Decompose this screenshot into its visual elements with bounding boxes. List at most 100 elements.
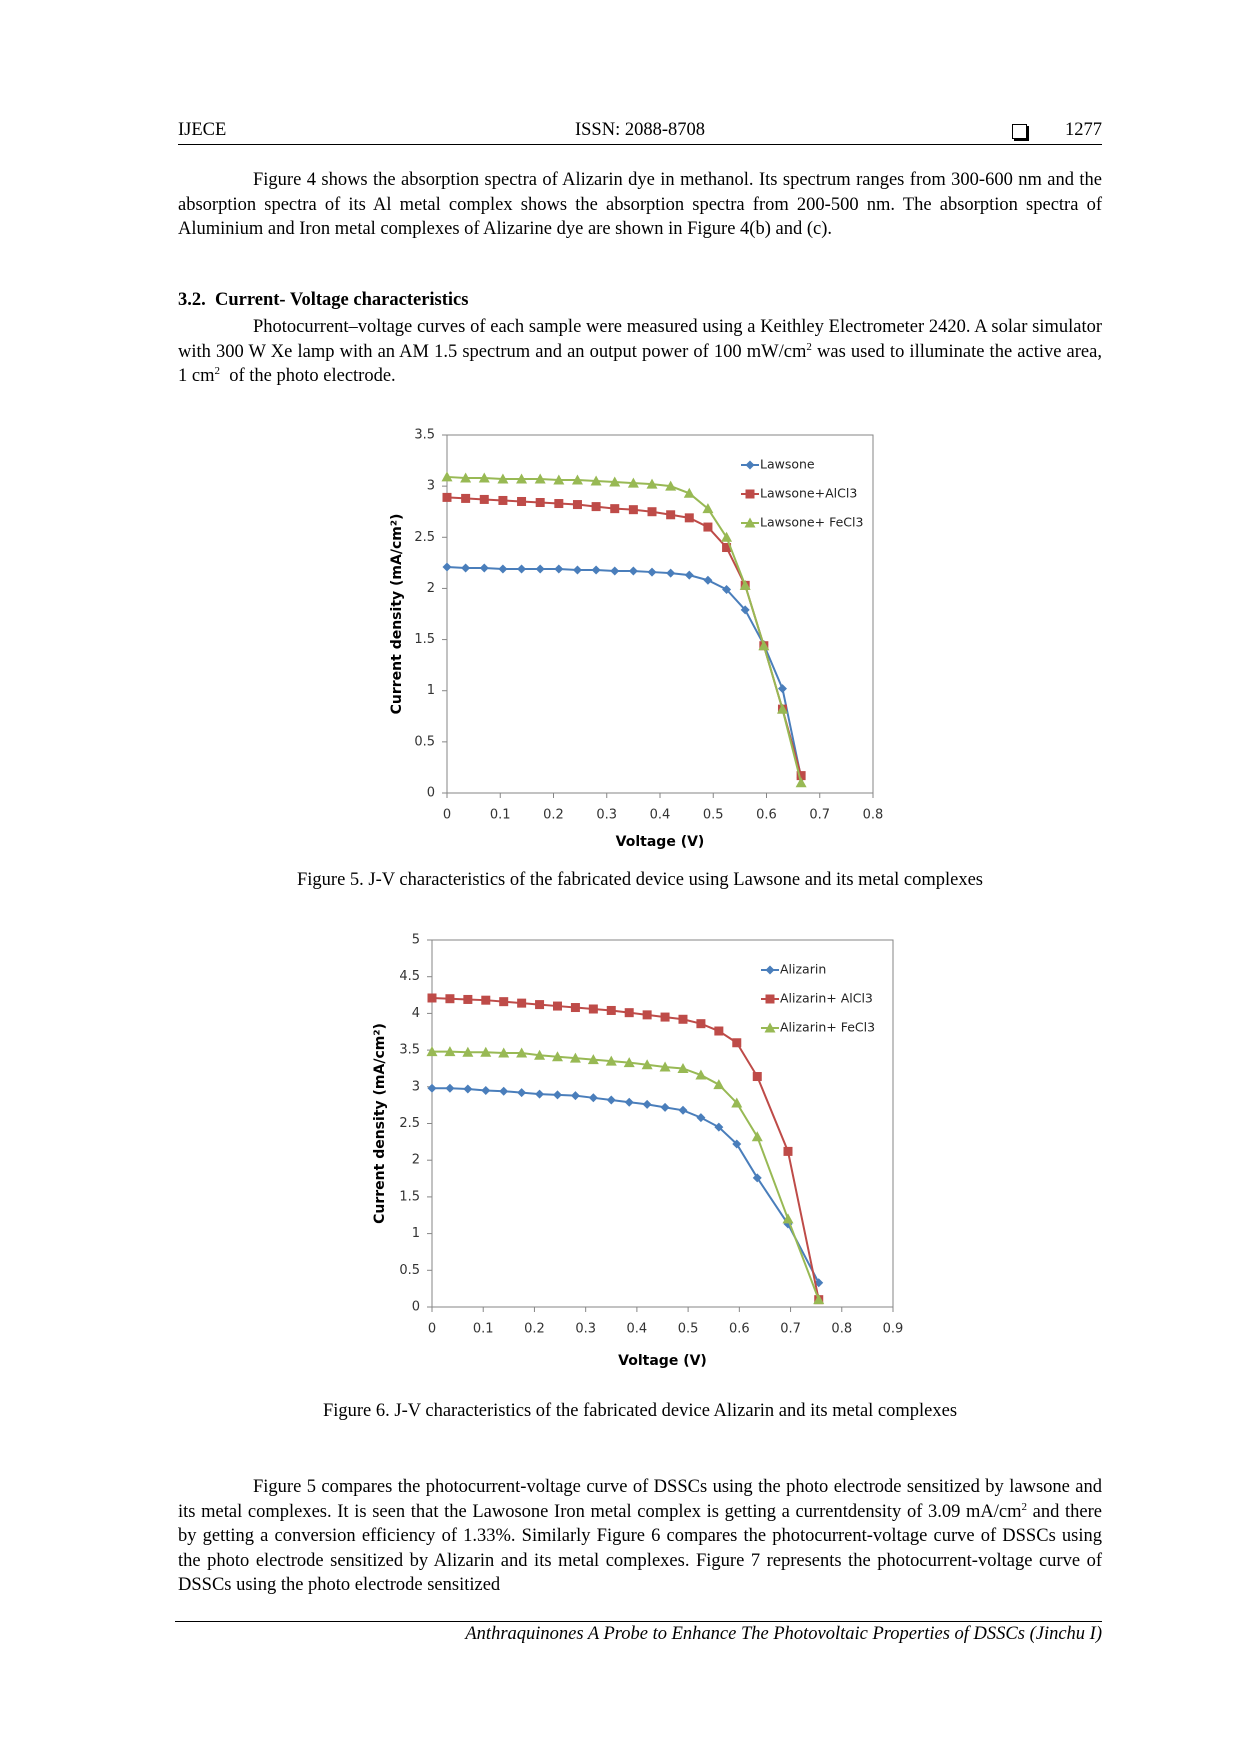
- marker: [590, 475, 602, 486]
- marker: [535, 564, 545, 574]
- marker: [795, 777, 807, 788]
- marker: [479, 494, 489, 504]
- marker: [813, 1294, 825, 1305]
- marker: [444, 1046, 456, 1057]
- marker: [628, 566, 638, 576]
- legend-label: Alizarin+ FeCl3: [780, 1020, 875, 1035]
- x-tick-label: 0.3: [575, 1322, 596, 1337]
- marker: [721, 531, 733, 542]
- marker: [445, 1083, 455, 1093]
- x-tick-label: 0.6: [729, 1322, 750, 1337]
- marker: [722, 584, 732, 594]
- marker: [714, 1122, 724, 1132]
- y-tick-label: 3: [427, 479, 435, 494]
- marker: [783, 1146, 793, 1156]
- marker: [461, 493, 471, 503]
- marker: [571, 474, 583, 485]
- y-tick-label: 3: [412, 1079, 420, 1094]
- marker: [481, 995, 491, 1005]
- footer: Anthraquinones A Probe to Enhance The Ph…: [465, 1624, 1102, 1644]
- header-journal: IJECE: [178, 120, 227, 140]
- footer-rule: [175, 1621, 1102, 1622]
- y-tick-label: 1.5: [414, 632, 435, 647]
- legend-marker: [764, 1022, 776, 1033]
- y-tick-label: 2.5: [414, 530, 435, 545]
- x-axis-label: Voltage (V): [616, 834, 705, 850]
- text-run: Photocurrent–voltage curves of each samp…: [178, 317, 1107, 362]
- marker: [442, 492, 452, 502]
- marker: [703, 575, 713, 585]
- marker: [445, 994, 455, 1004]
- marker: [478, 472, 490, 483]
- marker: [588, 1004, 598, 1014]
- marker: [591, 565, 601, 575]
- text-run: of the photo electrode.: [219, 366, 396, 386]
- marker: [498, 564, 508, 574]
- legend-label: Alizarin: [780, 962, 826, 977]
- marker: [740, 605, 750, 615]
- y-tick-label: 1.5: [399, 1189, 420, 1204]
- marker: [460, 472, 472, 483]
- x-tick-label: 0.3: [596, 808, 617, 823]
- x-tick-label: 0.2: [524, 1322, 545, 1337]
- legend-marker: [745, 460, 755, 470]
- marker: [480, 1046, 492, 1057]
- x-tick-label: 0: [443, 808, 451, 823]
- marker: [777, 684, 787, 694]
- text-run: and there by getting a conversion effici…: [178, 1501, 1107, 1596]
- marker: [554, 499, 564, 509]
- marker: [758, 640, 770, 651]
- y-tick-label: 0.5: [399, 1263, 420, 1278]
- header-box-icon: [1012, 124, 1027, 139]
- legend-label: Lawsone: [760, 457, 815, 472]
- marker: [535, 498, 545, 508]
- marker: [463, 994, 473, 1004]
- marker: [796, 771, 806, 781]
- marker: [551, 1051, 563, 1062]
- marker: [666, 568, 676, 578]
- marker: [703, 522, 713, 532]
- marker: [606, 1005, 616, 1015]
- marker: [552, 1001, 562, 1011]
- marker: [570, 1091, 580, 1101]
- marker: [684, 513, 694, 523]
- x-axis-label: Voltage (V): [618, 1353, 707, 1369]
- y-tick-label: 1: [427, 683, 435, 698]
- legend-marker: [744, 517, 756, 528]
- marker: [427, 993, 437, 1003]
- marker: [702, 503, 714, 514]
- series-line: [432, 1050, 820, 1301]
- marker: [642, 1010, 652, 1020]
- figure-caption: Figure 6. J-V characteristics of the fab…: [322, 1401, 958, 1421]
- marker: [628, 505, 638, 515]
- marker: [678, 1105, 688, 1115]
- paragraph: Figure 5 compares the photocurrent-volta…: [178, 1475, 1102, 1598]
- legend-label: Alizarin+ AlCl3: [780, 991, 873, 1006]
- marker: [752, 1173, 762, 1183]
- marker: [646, 478, 658, 489]
- text-run: was used to illuminate the active area, …: [178, 341, 1107, 387]
- marker: [609, 476, 621, 487]
- marker: [441, 471, 453, 482]
- marker: [641, 1059, 653, 1070]
- marker: [498, 1047, 510, 1058]
- marker: [535, 1089, 545, 1099]
- paragraph: Photocurrent–voltage curves of each samp…: [178, 315, 1102, 389]
- x-tick-label: 0.1: [490, 808, 511, 823]
- legend-marker: [765, 994, 775, 1004]
- marker: [499, 1086, 509, 1096]
- marker: [752, 1072, 762, 1082]
- x-tick-label: 0.5: [703, 808, 724, 823]
- marker: [666, 510, 676, 520]
- y-tick-label: 2: [427, 581, 435, 596]
- marker: [660, 1012, 670, 1022]
- marker: [722, 543, 732, 553]
- marker: [499, 997, 509, 1007]
- marker: [553, 474, 565, 485]
- marker: [623, 1057, 635, 1068]
- marker: [665, 480, 677, 491]
- marker: [442, 562, 452, 572]
- marker: [606, 1095, 616, 1105]
- x-tick-label: 0.7: [809, 808, 830, 823]
